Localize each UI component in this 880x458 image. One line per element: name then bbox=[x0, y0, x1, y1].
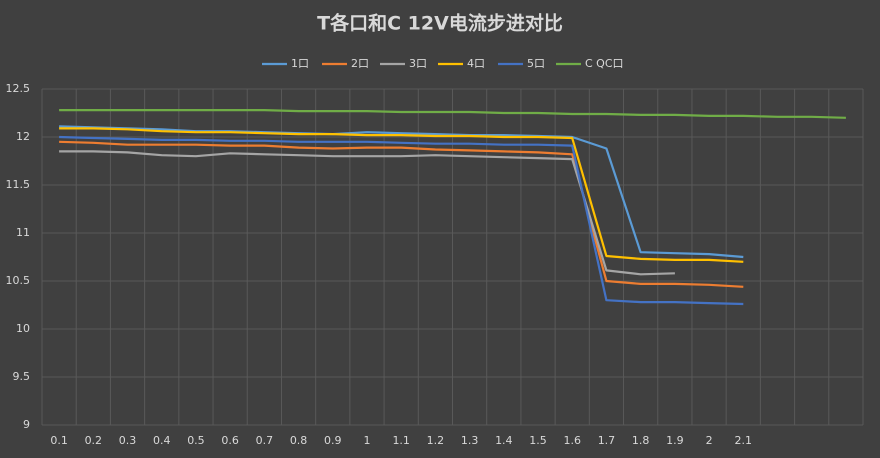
x-tick-label: 1.5 bbox=[529, 434, 547, 447]
legend-label: 5口 bbox=[527, 57, 545, 70]
x-tick-label: 1.6 bbox=[563, 434, 581, 447]
y-tick-label: 10 bbox=[16, 322, 30, 335]
x-tick-label: 1.7 bbox=[598, 434, 616, 447]
x-tick-label: 2 bbox=[706, 434, 713, 447]
legend-label: 1口 bbox=[291, 57, 309, 70]
x-tick-label: 0.7 bbox=[256, 434, 274, 447]
x-tick-label: 0.5 bbox=[187, 434, 205, 447]
x-tick-label: 1 bbox=[363, 434, 370, 447]
legend-label: 3口 bbox=[409, 57, 427, 70]
x-tick-label: 2.1 bbox=[735, 434, 753, 447]
x-tick-label: 0.3 bbox=[119, 434, 137, 447]
x-tick-label: 0.9 bbox=[324, 434, 342, 447]
series-line bbox=[59, 150, 675, 276]
y-tick-label: 12 bbox=[16, 130, 30, 143]
x-tick-label: 0.6 bbox=[221, 434, 239, 447]
series-line bbox=[59, 140, 744, 288]
y-tick-label: 11.5 bbox=[6, 178, 31, 191]
x-tick-label: 1.8 bbox=[632, 434, 650, 447]
legend-label: C QC口 bbox=[585, 57, 624, 70]
legend-label: 4口 bbox=[467, 57, 485, 70]
x-tick-label: 1.3 bbox=[461, 434, 479, 447]
x-tick-label: 1.1 bbox=[392, 434, 410, 447]
y-tick-label: 9.5 bbox=[13, 370, 31, 383]
y-tick-label: 12.5 bbox=[6, 82, 31, 95]
x-tick-label: 1.9 bbox=[666, 434, 684, 447]
y-tick-label: 11 bbox=[16, 226, 30, 239]
x-tick-label: 0.4 bbox=[153, 434, 171, 447]
series-line bbox=[59, 135, 744, 306]
x-tick-label: 1.4 bbox=[495, 434, 513, 447]
series-line bbox=[59, 127, 744, 263]
chart-title: T各口和C 12V电流步进对比 bbox=[317, 12, 563, 35]
x-tick-label: 0.1 bbox=[50, 434, 68, 447]
x-tick-label: 0.8 bbox=[290, 434, 308, 447]
x-tick-label: 1.2 bbox=[427, 434, 445, 447]
series-line bbox=[59, 125, 744, 259]
series-line bbox=[59, 109, 846, 119]
x-tick-label: 0.2 bbox=[85, 434, 103, 447]
y-tick-label: 10.5 bbox=[6, 274, 31, 287]
y-tick-label: 9 bbox=[23, 418, 30, 431]
legend-label: 2口 bbox=[351, 57, 369, 70]
